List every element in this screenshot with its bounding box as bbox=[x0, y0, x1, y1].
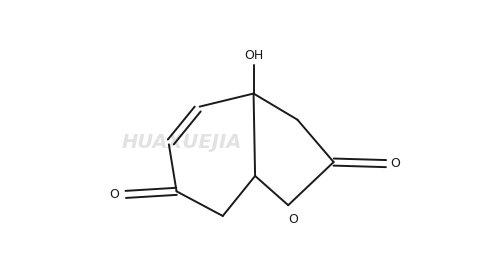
Text: OH: OH bbox=[244, 49, 263, 62]
Text: O: O bbox=[288, 213, 298, 226]
Text: O: O bbox=[391, 157, 401, 170]
Text: HUAXUEJIA: HUAXUEJIA bbox=[122, 133, 242, 151]
Text: O: O bbox=[109, 188, 120, 201]
